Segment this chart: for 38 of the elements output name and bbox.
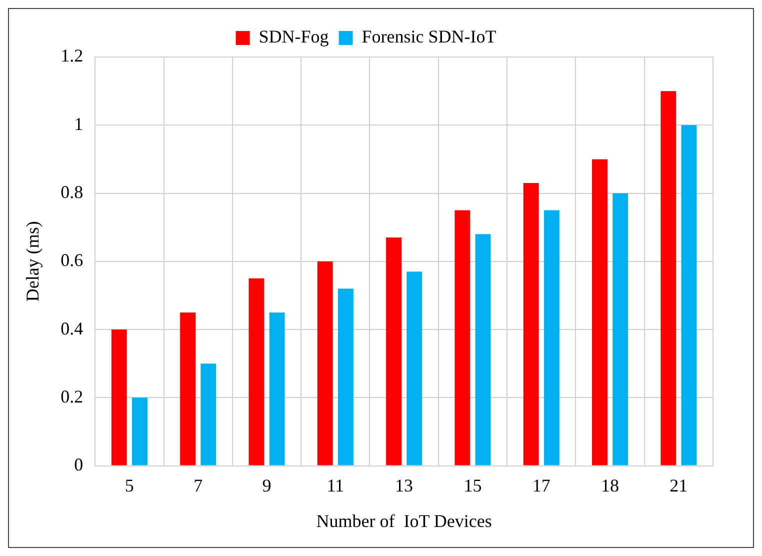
x-tick-label: 21 xyxy=(670,475,688,496)
bar xyxy=(338,288,354,466)
bar xyxy=(523,183,539,466)
y-tick-label: 1 xyxy=(74,114,84,134)
bar xyxy=(592,159,608,466)
bar xyxy=(269,312,285,466)
y-axis-title: Delay (ms) xyxy=(22,221,43,302)
x-tick-label: 9 xyxy=(262,475,272,496)
y-tick-label: 1.2 xyxy=(60,46,84,66)
bar xyxy=(544,210,560,466)
y-tick-label: 0.8 xyxy=(60,182,84,202)
legend-label: Forensic SDN-IoT xyxy=(362,26,496,47)
bar xyxy=(454,210,470,466)
bar xyxy=(475,234,491,466)
bar xyxy=(180,312,196,466)
bar xyxy=(660,91,676,466)
bar xyxy=(386,238,402,466)
bar xyxy=(406,272,422,466)
bar xyxy=(200,364,216,466)
bar xyxy=(612,193,628,466)
bar xyxy=(248,278,264,466)
x-tick-label: 5 xyxy=(124,475,134,496)
x-tick-label: 7 xyxy=(194,475,203,496)
y-tick-label: 0.4 xyxy=(60,318,84,338)
bar xyxy=(111,330,127,466)
y-tick-label: 0.2 xyxy=(60,386,84,406)
x-tick-label: 11 xyxy=(326,475,344,496)
legend-label: SDN-Fog xyxy=(258,26,329,47)
x-tick-label: 17 xyxy=(532,475,550,496)
x-tick-label: 15 xyxy=(464,475,482,496)
y-tick-label: 0.6 xyxy=(60,250,84,270)
bar xyxy=(132,398,148,466)
bar xyxy=(681,125,697,466)
bar xyxy=(317,261,333,466)
y-tick-label: 0 xyxy=(74,454,84,475)
x-axis-title: Number of IoT Devices xyxy=(316,510,492,531)
x-tick-label: 18 xyxy=(601,475,620,496)
x-tick-label: 13 xyxy=(395,475,414,496)
